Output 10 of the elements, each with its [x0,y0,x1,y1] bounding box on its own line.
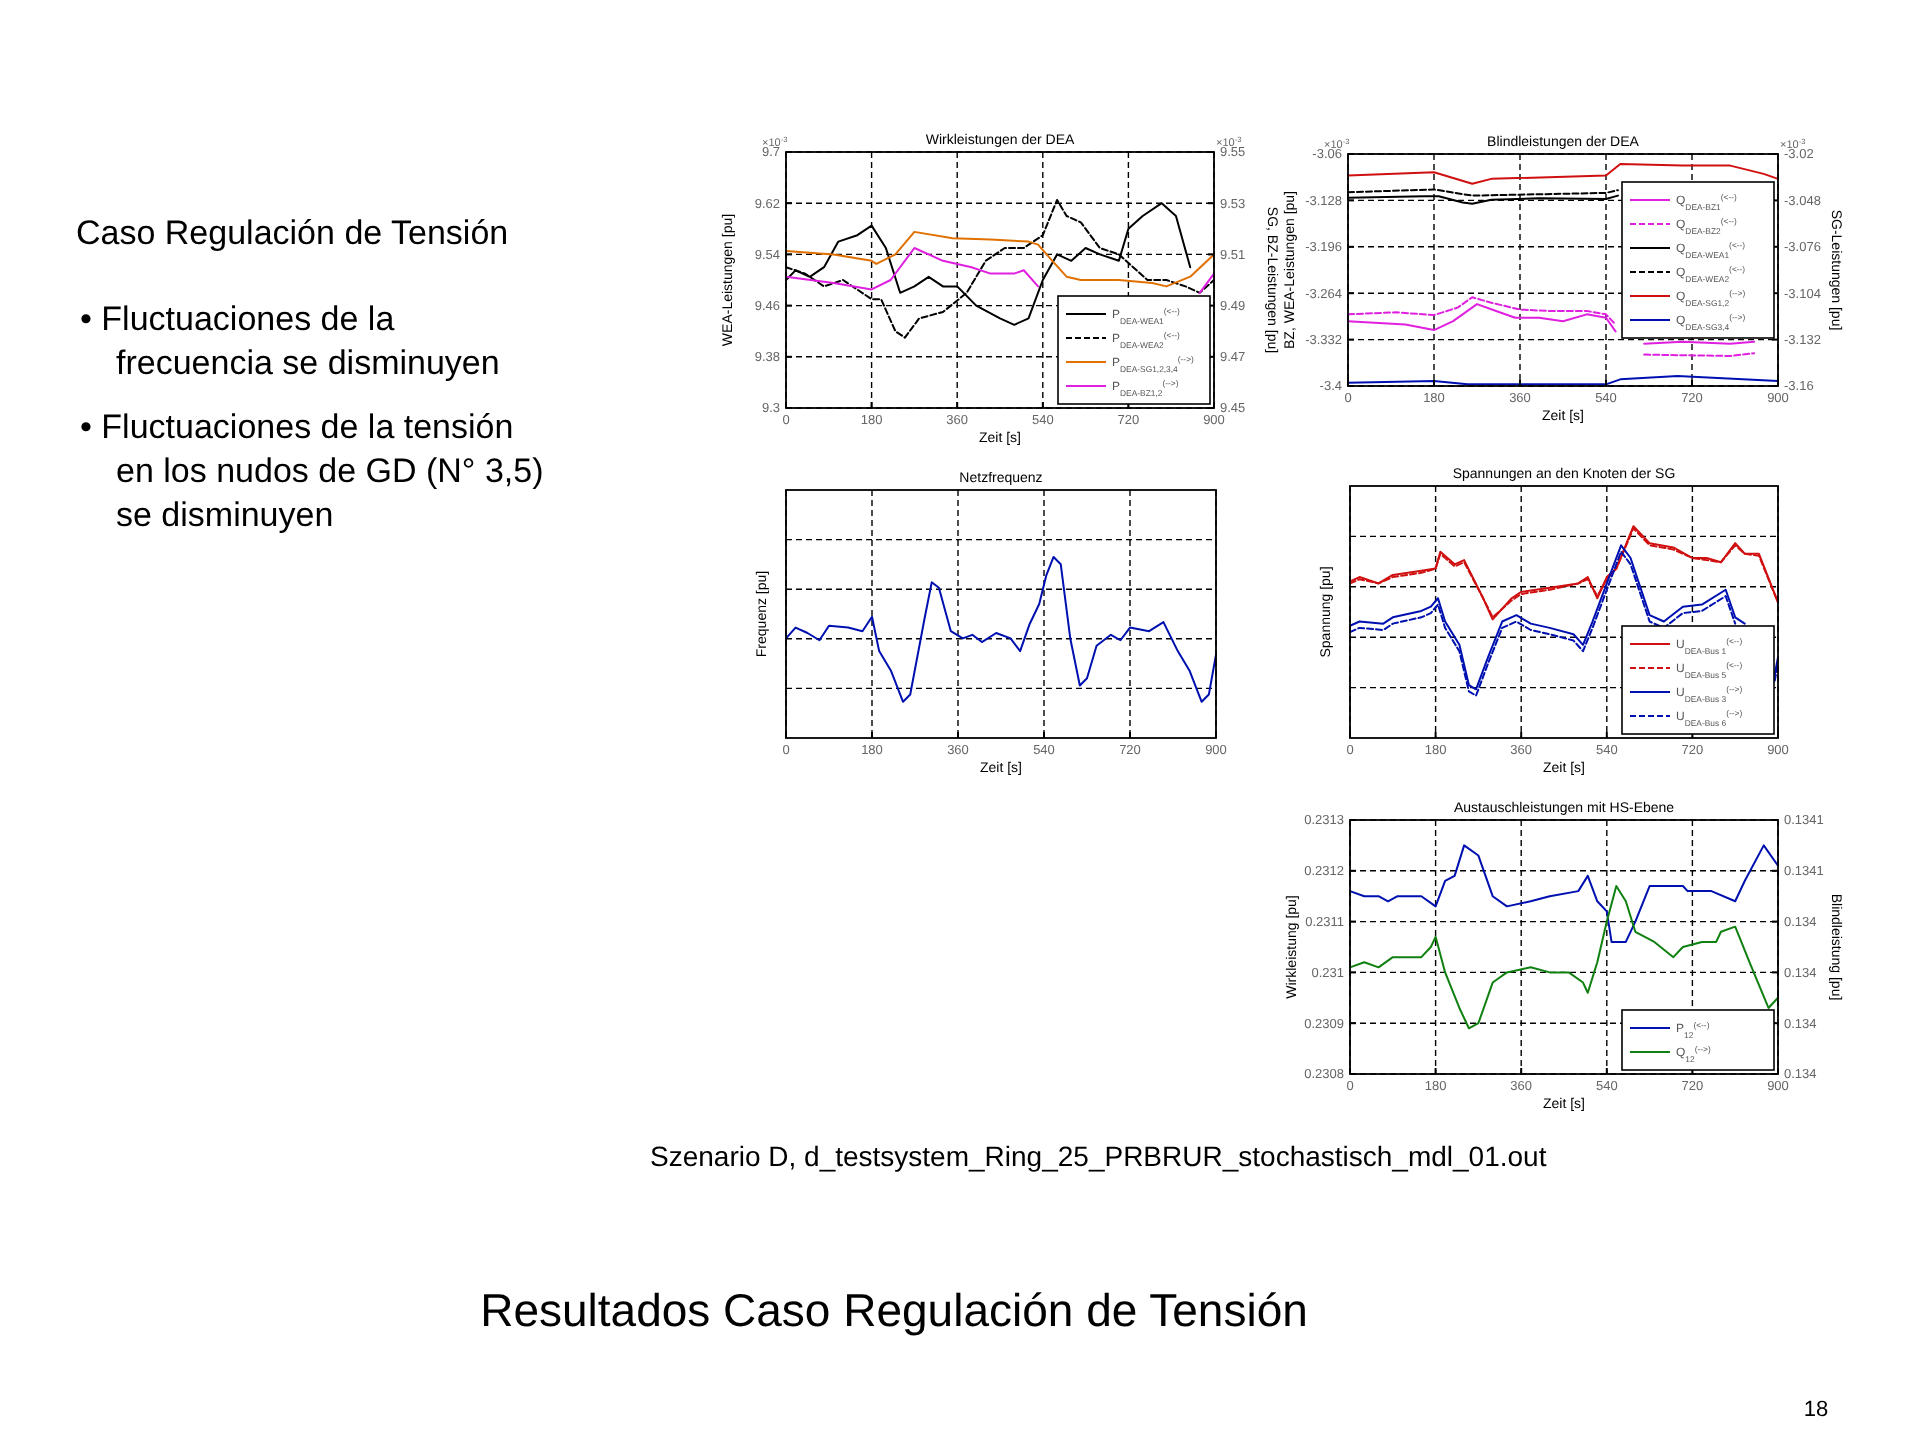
line-series [785,230,1215,288]
line-series [1349,844,1779,943]
text: Caso Regulación de Tensión [76,214,509,252]
text: • Fluctuaciones de la frecuencia se disminuyen [80,300,500,382]
text: 18 [1803,1398,1829,1422]
text: Resultados Caso Regulación de Tensión [480,1284,1308,1336]
text: • Fluctuaciones de la tensión en los nudos de GD (N° 3,5) se disminuyen [80,408,544,534]
text: Szenario D, d_testsystem_Ring_25_PRBRUR_stochastisch_mdl_01.out [650,1140,1547,1172]
line-series [1347,162,1779,185]
line-series [1349,885,1779,1030]
